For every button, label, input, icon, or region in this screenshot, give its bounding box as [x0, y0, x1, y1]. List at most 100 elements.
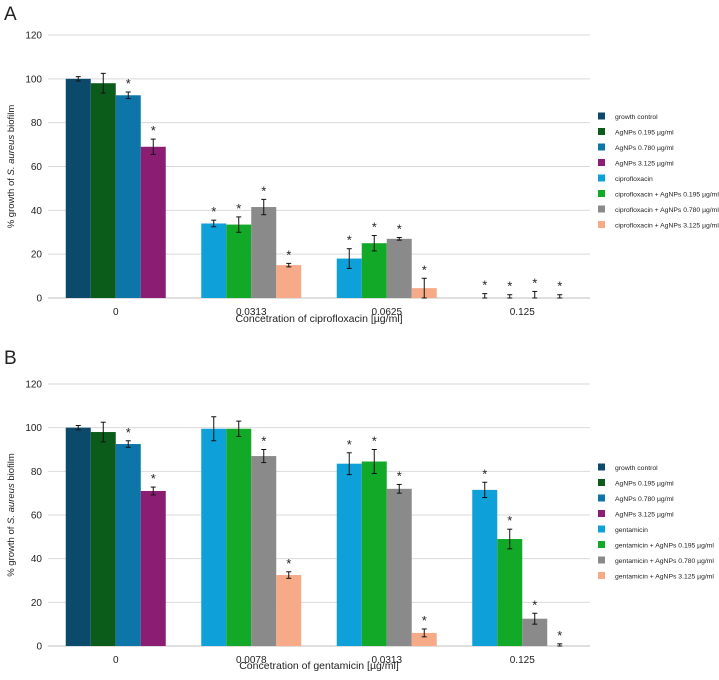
x-tick-label: 0: [113, 655, 119, 666]
x-tick-label: 0.0313: [371, 655, 402, 666]
y-tick-label: 20: [31, 598, 43, 609]
legend-label: gentamicin + AgNPs 0.780 µg/ml: [615, 558, 714, 565]
significance-star: *: [372, 434, 377, 449]
legend-swatch: [598, 525, 605, 533]
legend-swatch: [598, 128, 605, 135]
legend-swatch: [598, 556, 605, 564]
legend-label: gentamicin + AgNPs 3.125 µg/ml: [615, 574, 714, 581]
x-tick-label: 0.125: [510, 655, 535, 666]
bar-0-1: [90, 83, 116, 298]
legend-label: gentamicin: [615, 527, 648, 534]
y-tick-label: 80: [31, 467, 43, 478]
legend-swatch: [598, 494, 605, 502]
bar-0-3: [140, 490, 166, 646]
bar-2-2: [386, 488, 412, 646]
significance-star: *: [126, 425, 131, 440]
significance-star: *: [347, 233, 352, 248]
y-tick-label: 100: [25, 74, 42, 85]
y-tick-label: 40: [31, 554, 43, 565]
legend-swatch: [598, 541, 605, 548]
y-tick-label: 80: [31, 118, 43, 129]
bar-0-1: [90, 432, 116, 646]
significance-star: *: [557, 628, 562, 643]
bar-1-3: [276, 265, 302, 298]
bar-1-2: [251, 207, 277, 298]
legend-label: ciprofloxacin + AgNPs 0.195 µg/ml: [615, 192, 719, 199]
y-tick-label: 0: [36, 642, 42, 653]
significance-star: *: [397, 222, 402, 237]
legend-label: AgNPs 3.125 µg/ml: [615, 512, 674, 519]
legend-swatch: [598, 143, 605, 151]
significance-star: *: [151, 471, 156, 486]
x-tick-label: 0.0313: [236, 307, 267, 318]
y-axis-label: % growth of S. aureus biofilm: [6, 105, 17, 229]
legend-swatch: [598, 463, 605, 471]
bar-1-1: [226, 224, 252, 298]
bar-1-2: [251, 456, 277, 646]
y-axis-label-prefix: % growth of: [6, 524, 17, 577]
x-tick-label: 0.0625: [371, 307, 402, 318]
legend-swatch: [598, 221, 605, 228]
legend-swatch: [598, 112, 605, 120]
x-axis-label: Concetration of ciprofloxacin [µg/ml]: [235, 313, 402, 325]
y-tick-label: 60: [31, 511, 43, 522]
x-axis-label: Concetration of gentamicin [µg/ml]: [239, 660, 399, 672]
legend-label: AgNPs 0.195 µg/ml: [615, 481, 674, 488]
significance-star: *: [422, 613, 427, 628]
legend-label: ciprofloxacin + AgNPs 0.780 µg/ml: [615, 207, 719, 214]
bar-0-0: [65, 427, 91, 646]
significance-star: *: [261, 434, 266, 449]
bar-2-0: [336, 463, 362, 646]
legend-label: growth control: [615, 465, 658, 472]
legend-label: AgNPs 3.125 µg/ml: [615, 161, 674, 168]
significance-star: *: [126, 76, 131, 91]
bar-2-1: [361, 461, 387, 646]
significance-star: *: [482, 278, 487, 293]
bar-3-1: [497, 539, 523, 646]
significance-star: *: [261, 183, 266, 198]
y-tick-label: 120: [25, 380, 42, 391]
significance-star: *: [422, 262, 427, 277]
bar-2-3: [411, 632, 437, 646]
legend-label: AgNPs 0.195 µg/ml: [615, 130, 674, 137]
panel-label: A: [4, 4, 17, 25]
significance-star: *: [151, 123, 156, 138]
significance-star: *: [236, 201, 241, 216]
legend-swatch: [598, 205, 605, 213]
y-tick-label: 0: [36, 294, 42, 305]
y-tick-label: 100: [25, 423, 42, 434]
bar-0-0: [65, 78, 91, 298]
significance-star: *: [286, 247, 291, 262]
y-tick-label: 60: [31, 162, 43, 173]
legend-label: growth control: [615, 114, 658, 121]
legend-label: gentamicin + AgNPs 0.195 µg/ml: [615, 543, 714, 550]
bar-0-3: [140, 146, 166, 298]
legend-label: AgNPs 0.780 µg/ml: [615, 145, 674, 152]
y-tick-label: 120: [25, 31, 42, 42]
legend-swatch: [598, 190, 605, 197]
significance-star: *: [397, 468, 402, 483]
y-axis-label-species: S. aureus: [6, 135, 17, 176]
bar-1-1: [226, 428, 252, 646]
significance-star: *: [557, 279, 562, 294]
legend-label: AgNPs 0.780 µg/ml: [615, 496, 674, 503]
bar-0-2: [115, 444, 141, 646]
significance-star: *: [532, 597, 537, 612]
bar-2-1: [361, 243, 387, 298]
legend-swatch: [598, 572, 605, 579]
significance-star: *: [347, 437, 352, 452]
significance-star: *: [507, 279, 512, 294]
significance-star: *: [482, 466, 487, 481]
legend-swatch: [598, 159, 605, 166]
x-tick-label: 0.125: [510, 307, 535, 318]
significance-star: *: [507, 513, 512, 528]
bar-0-2: [115, 95, 141, 298]
x-tick-label: 0.0078: [236, 655, 267, 666]
y-axis-label-suffix: biofilm: [6, 453, 17, 483]
bar-1-3: [276, 575, 302, 646]
y-tick-label: 20: [31, 250, 43, 261]
y-tick-label: 40: [31, 206, 43, 217]
legend-swatch: [598, 174, 605, 182]
bar-2-2: [386, 238, 412, 298]
